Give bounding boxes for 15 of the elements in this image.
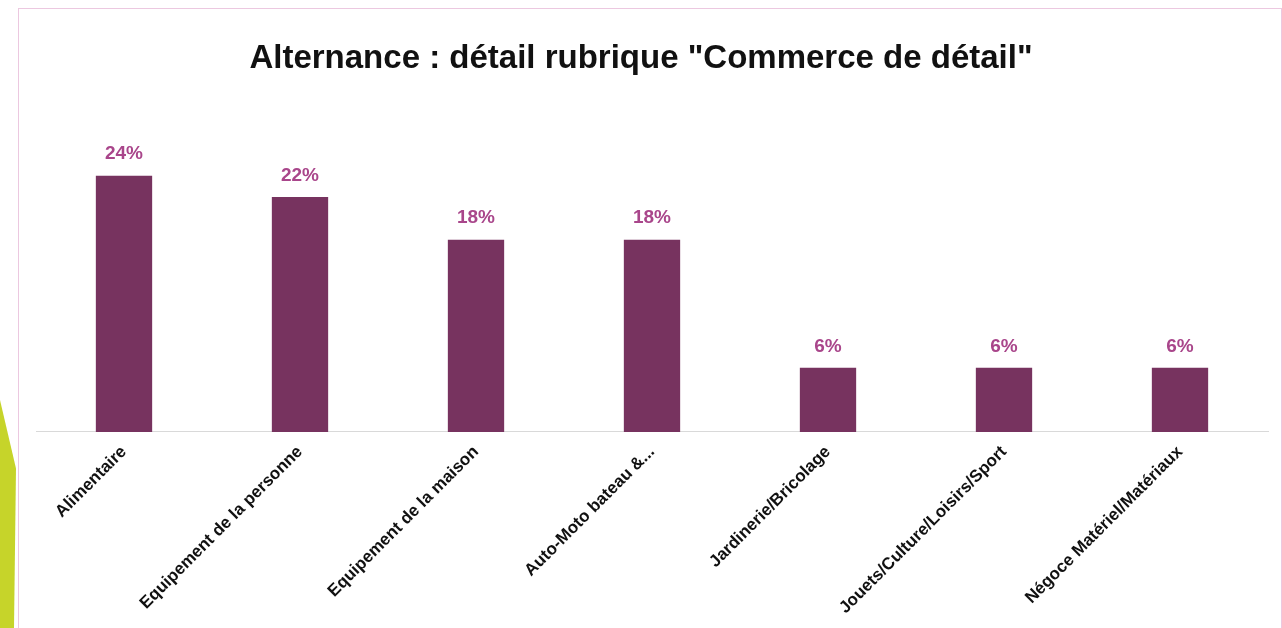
chart-title: Alternance : détail rubrique "Commerce de détail" [248,38,1034,76]
data-label: 6% [814,334,842,356]
data-label: 24% [104,142,144,164]
bar [95,175,153,432]
bar [623,239,681,432]
bar [447,239,505,432]
data-label: 6% [1166,334,1194,356]
bar [1151,367,1209,432]
bar [975,367,1033,432]
bar [271,197,329,432]
data-label: 22% [280,163,320,185]
data-label: 6% [990,334,1018,356]
data-label: 18% [456,206,496,228]
data-label: 18% [632,206,672,228]
bar [799,367,857,432]
